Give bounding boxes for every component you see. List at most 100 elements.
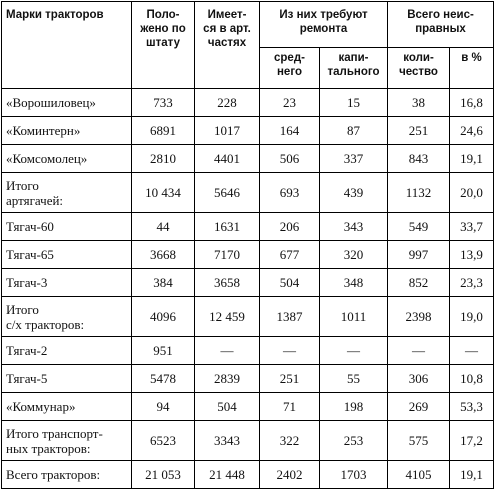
cell-staff: 733 bbox=[131, 88, 195, 117]
cell-available: 3658 bbox=[194, 268, 260, 297]
table-row: Тягач-2 951— — — — — bbox=[1, 336, 494, 365]
cell-staff: 3668 bbox=[131, 240, 195, 269]
cell-staff: 21 053 bbox=[131, 460, 195, 489]
table-row: «Комсомолец» 2810 4401 506 337 843 19,1 bbox=[1, 144, 494, 173]
row-label: Тягач-65 bbox=[1, 240, 132, 269]
cell-repair-capital: 253 bbox=[318, 420, 389, 461]
cell-repair-capital: 337 bbox=[318, 144, 389, 173]
cell-available: 5646 bbox=[194, 172, 260, 213]
cell-faulty-count: 251 bbox=[387, 116, 451, 145]
cell-available: 4401 bbox=[194, 144, 260, 173]
cell-staff: 5478 bbox=[131, 364, 195, 393]
table-row: «Ворошиловец» 733 228 23 15 38 16,8 bbox=[1, 88, 494, 117]
table-row: Тягач-5 5478 2839 251 55 306 10,8 bbox=[1, 364, 494, 393]
cell-faulty-count: 843 bbox=[387, 144, 451, 173]
cell-faulty-percent: 16,8 bbox=[449, 88, 494, 117]
cell-repair-medium: 2402 bbox=[259, 460, 320, 489]
cell-available: — bbox=[194, 336, 260, 365]
cell-faulty-percent: — bbox=[449, 336, 494, 365]
cell-repair-medium: 164 bbox=[259, 116, 320, 145]
cell-repair-medium: 1387 bbox=[259, 296, 320, 337]
cell-available: 1631 bbox=[194, 212, 260, 241]
table-row: Всего тракторов: 21 053 21 448 2402 1703 4105… bbox=[1, 460, 494, 489]
cell-available: 2839 bbox=[194, 364, 260, 393]
cell-faulty-count: 269 bbox=[387, 392, 451, 421]
cell-faulty-count: 38 bbox=[387, 88, 451, 117]
cell-available: 3343 bbox=[194, 420, 260, 461]
cell-faulty-count: 4105 bbox=[387, 460, 451, 489]
cell-repair-capital: 1011 bbox=[318, 296, 389, 337]
cell-repair-medium: 322 bbox=[259, 420, 320, 461]
cell-faulty-count: 549 bbox=[387, 212, 451, 241]
cell-repair-capital: 87 bbox=[318, 116, 389, 145]
cell-faulty-percent: 13,9 bbox=[449, 240, 494, 269]
cell-faulty-count: 575 bbox=[387, 420, 451, 461]
cell-repair-medium: 693 bbox=[259, 172, 320, 213]
cell-repair-medium: — bbox=[259, 336, 320, 365]
table-row: Итого артягачей: 10 434 5646 693 439 1132 20,0 bbox=[1, 172, 494, 213]
cell-repair-medium: 206 bbox=[259, 212, 320, 241]
subheader-capital: капи- тального bbox=[318, 47, 389, 89]
cell-available: 1017 bbox=[194, 116, 260, 145]
row-label: Тягач-3 bbox=[1, 268, 132, 297]
row-label: Тягач-5 bbox=[1, 364, 132, 393]
cell-available: 21 448 bbox=[194, 460, 260, 489]
cell-faulty-percent: 10,8 bbox=[449, 364, 494, 393]
cell-staff: 6523 bbox=[131, 420, 195, 461]
cell-faulty-count: 852 bbox=[387, 268, 451, 297]
cell-repair-medium: 71 bbox=[259, 392, 320, 421]
subheader-medium: сред- него bbox=[259, 47, 320, 89]
table-row: Итого с/х тракторов: 4096 12 459 1387 1011 23… bbox=[1, 296, 494, 337]
table-row: Итого транспорт- ных тракторов: 6523 3343 3… bbox=[1, 420, 494, 461]
cell-repair-capital: — bbox=[318, 336, 389, 365]
cell-repair-capital: 320 bbox=[318, 240, 389, 269]
header-available: Имеет- ся в арт. частях bbox=[194, 1, 260, 89]
cell-staff: 6891 bbox=[131, 116, 195, 145]
header-brand: Марки тракторов bbox=[1, 1, 132, 89]
cell-faulty-percent: 23,3 bbox=[449, 268, 494, 297]
subheader-row: сред- него капи- тального коли- чество в… bbox=[2, 47, 494, 89]
cell-faulty-percent: 19,1 bbox=[449, 144, 494, 173]
subheader-percent: в % bbox=[449, 47, 494, 89]
cell-faulty-count: — bbox=[387, 336, 451, 365]
row-label: Тягач-60 bbox=[1, 212, 132, 241]
cell-faulty-percent: 20,0 bbox=[449, 172, 494, 213]
cell-faulty-percent: 24,6 bbox=[449, 116, 494, 145]
row-label: «Ворошиловец» bbox=[1, 88, 132, 117]
cell-faulty-count: 306 bbox=[387, 364, 451, 393]
cell-faulty-percent: 17,2 bbox=[449, 420, 494, 461]
header-repair-group: Из них требуют ремонта bbox=[258, 1, 389, 48]
cell-repair-medium: 677 bbox=[259, 240, 320, 269]
table-body: «Ворошиловец» 733 228 23 15 38 16,8 «Коминтерн»… bbox=[1, 88, 494, 489]
table-row: «Коминтерн» 6891 1017 164 87 251 24,6 bbox=[1, 116, 494, 145]
row-label: Итого транспорт- ных тракторов: bbox=[1, 420, 132, 461]
row-label: Всего тракторов: bbox=[1, 460, 132, 489]
row-label: Итого артягачей: bbox=[1, 172, 132, 213]
cell-repair-medium: 23 bbox=[259, 88, 320, 117]
row-label: «Коммунар» bbox=[1, 392, 132, 421]
cell-available: 228 bbox=[194, 88, 260, 117]
row-label: Итого с/х тракторов: bbox=[1, 296, 132, 337]
table-row: Тягач-3 384 3658 504 348 852 23,3 bbox=[1, 268, 494, 297]
cell-available: 504 bbox=[194, 392, 260, 421]
cell-repair-capital: 343 bbox=[318, 212, 389, 241]
cell-repair-capital: 1703 bbox=[318, 460, 389, 489]
cell-staff: 384 bbox=[131, 268, 195, 297]
cell-faulty-percent: 33,7 bbox=[449, 212, 494, 241]
cell-repair-medium: 504 bbox=[259, 268, 320, 297]
cell-staff: 2810 bbox=[131, 144, 195, 173]
table-row: «Коммунар» 94 504 71 198 269 53,3 bbox=[1, 392, 494, 421]
row-label: «Комсомолец» bbox=[1, 144, 132, 173]
cell-repair-medium: 251 bbox=[259, 364, 320, 393]
row-label: Тягач-2 bbox=[1, 336, 132, 365]
row-label: «Коминтерн» bbox=[1, 116, 132, 145]
cell-repair-medium: 506 bbox=[259, 144, 320, 173]
table-row: Тягач-65 3668 7170 677 320 997 13,9 bbox=[1, 240, 494, 269]
cell-repair-capital: 439 bbox=[318, 172, 389, 213]
cell-repair-capital: 15 bbox=[318, 88, 389, 117]
cell-faulty-percent: 19,1 bbox=[449, 460, 494, 489]
cell-available: 12 459 bbox=[194, 296, 260, 337]
cell-faulty-count: 997 bbox=[387, 240, 451, 269]
